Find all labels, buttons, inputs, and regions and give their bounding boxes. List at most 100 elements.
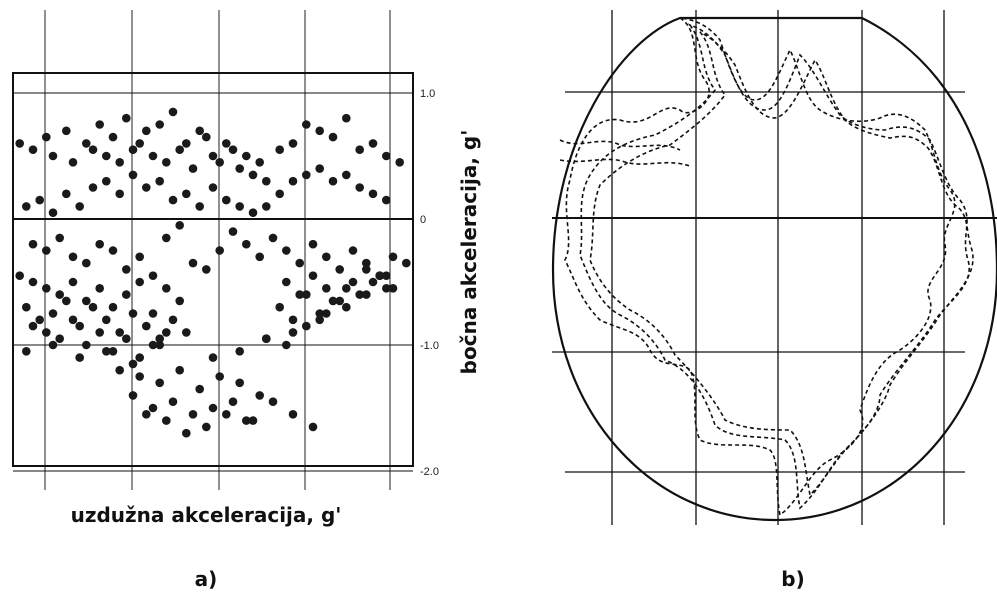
scatter-point — [382, 284, 391, 293]
scatter-point — [222, 139, 231, 148]
scatter-point — [75, 202, 84, 211]
scatter-point — [35, 315, 44, 325]
panel-a-points — [15, 107, 411, 438]
scatter-point — [362, 265, 371, 274]
scatter-point — [255, 252, 264, 262]
y-tick-label: -2.0 — [420, 466, 439, 478]
scatter-point — [282, 246, 291, 255]
scatter-point — [102, 315, 111, 325]
scatter-point — [68, 158, 78, 167]
scatter-point — [115, 365, 124, 375]
scatter-point — [162, 284, 171, 293]
scatter-point — [262, 202, 271, 211]
panel-a-tick-labels: 1.0 0 -1.0 -2.0 — [420, 88, 439, 478]
scatter-point — [148, 309, 158, 318]
scatter-point — [228, 227, 238, 236]
scatter-point — [355, 145, 365, 154]
scatter-point — [122, 113, 131, 123]
scatter-point — [222, 195, 231, 205]
scatter-point — [75, 353, 84, 362]
scatter-point — [62, 189, 71, 199]
scatter-point — [162, 328, 171, 337]
scatter-point — [148, 340, 158, 350]
scatter-point — [108, 302, 118, 312]
scatter-point — [342, 113, 351, 123]
scatter-point — [288, 315, 298, 325]
scatter-point — [308, 271, 318, 281]
scatter-point — [108, 132, 118, 142]
scatter-point — [282, 277, 291, 287]
scatter-point — [22, 202, 31, 211]
panel-label-a: a) — [195, 567, 218, 591]
scatter-point — [315, 309, 325, 318]
scatter-point — [275, 145, 285, 154]
scatter-point — [235, 378, 244, 388]
scatter-point — [155, 120, 164, 129]
scatter-point — [375, 271, 385, 281]
scatter-point — [195, 126, 204, 136]
scatter-point — [342, 284, 351, 293]
scatter-point — [48, 309, 58, 318]
scatter-point — [302, 170, 311, 180]
scatter-point — [48, 208, 58, 217]
scatter-point — [182, 189, 191, 199]
scatter-point — [188, 258, 198, 268]
scatter-point — [42, 246, 51, 255]
scatter-point — [248, 208, 258, 217]
scatter-point — [168, 397, 178, 407]
scatter-point — [128, 359, 138, 369]
scatter-point — [215, 372, 224, 381]
scatter-point — [328, 176, 338, 186]
scatter-point — [322, 309, 331, 318]
scatter-point — [42, 132, 51, 142]
scatter-point — [82, 340, 91, 350]
scatter-point — [255, 158, 264, 167]
scatter-point — [108, 246, 118, 255]
scatter-point — [128, 309, 138, 318]
scatter-point — [202, 265, 211, 274]
scatter-point — [122, 290, 131, 299]
scatter-point — [388, 284, 398, 293]
scatter-point — [308, 239, 318, 249]
panel-b-envelope — [551, 16, 997, 522]
y-tick-label: 1.0 — [420, 88, 435, 100]
scatter-point — [142, 126, 151, 136]
scatter-point — [155, 334, 164, 344]
scatter-point — [155, 340, 164, 350]
scatter-point — [395, 158, 405, 167]
scatter-point — [188, 410, 198, 419]
scatter-point — [208, 353, 218, 362]
scatter-point — [62, 296, 71, 306]
scatter-point — [182, 139, 191, 148]
scatter-point — [202, 132, 211, 142]
scatter-point — [148, 403, 158, 413]
scatter-point — [262, 334, 271, 344]
scatter-point — [348, 246, 358, 255]
scatter-point — [68, 315, 78, 325]
scatter-point — [135, 252, 144, 262]
scatter-point — [135, 353, 144, 362]
scatter-point — [135, 277, 144, 287]
scatter-point — [135, 372, 144, 381]
scatter-point — [248, 170, 258, 180]
scatter-point — [328, 296, 338, 306]
scatter-point — [95, 120, 104, 129]
scatter-point — [335, 296, 345, 306]
scatter-point — [108, 347, 118, 356]
scatter-point — [295, 290, 305, 299]
scatter-point — [335, 265, 345, 274]
scatter-point — [115, 189, 124, 199]
scatter-point — [368, 277, 378, 287]
scatter-point — [382, 271, 391, 281]
scatter-point — [288, 139, 298, 148]
scatter-point — [88, 302, 98, 312]
scatter-point — [128, 391, 138, 400]
scatter-point — [95, 328, 104, 337]
scatter-point — [135, 139, 144, 148]
scatter-point — [142, 183, 151, 192]
scatter-point — [28, 277, 38, 287]
scatter-point — [148, 151, 158, 161]
scatter-point — [315, 315, 325, 325]
scatter-point — [235, 202, 244, 211]
